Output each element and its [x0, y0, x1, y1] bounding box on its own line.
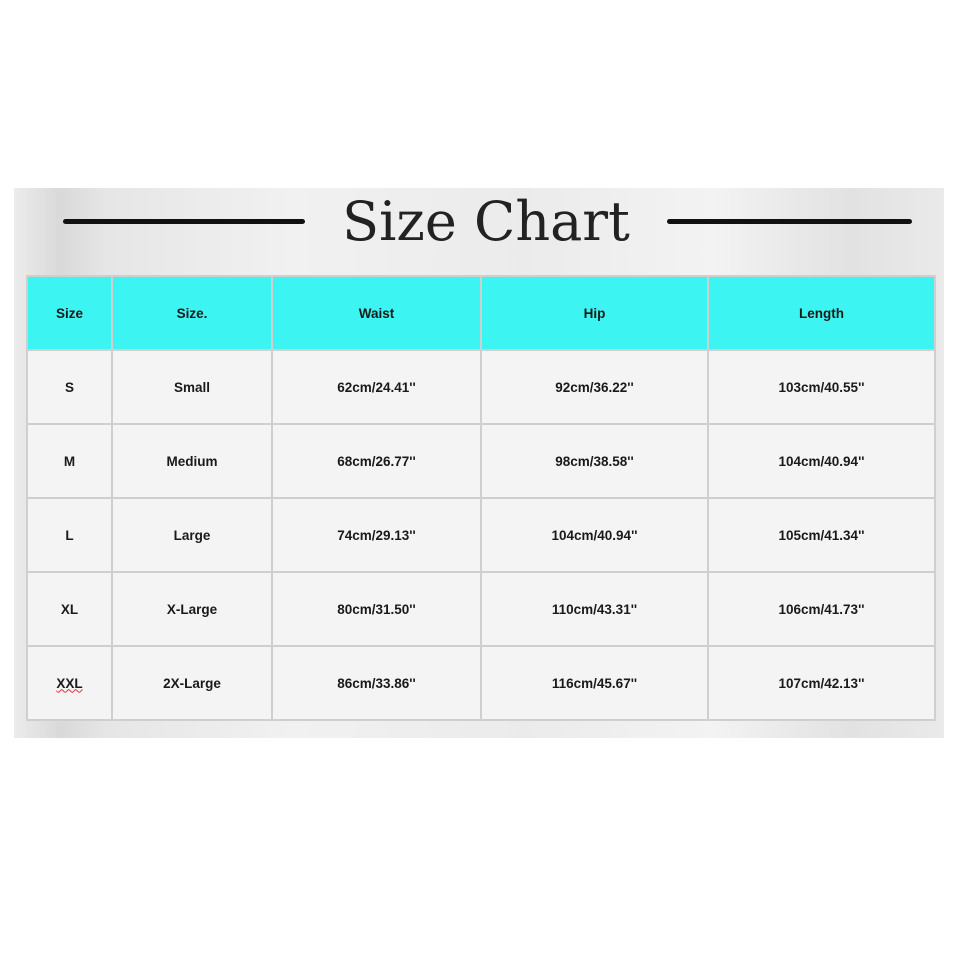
table-cell: XXL [28, 647, 111, 719]
cell-text: 104cm/40.94'' [778, 453, 865, 469]
table-cell: M [28, 425, 111, 497]
table-cell: 116cm/45.67'' [482, 647, 707, 719]
cell-text: X-Large [166, 601, 218, 617]
table-cell: 103cm/40.55'' [709, 351, 934, 423]
cell-text: XL [60, 601, 79, 617]
table-cell: X-Large [113, 573, 271, 645]
cell-text: S [64, 379, 74, 395]
cell-text: 103cm/40.55'' [778, 379, 865, 395]
cell-text: 80cm/31.50'' [337, 601, 416, 617]
cell-text: 116cm/45.67'' [551, 675, 638, 691]
cell-text: 110cm/43.31'' [551, 601, 638, 617]
column-header-size: Size. [113, 277, 271, 349]
table-cell: 80cm/31.50'' [273, 573, 480, 645]
table-cell: 104cm/40.94'' [709, 425, 934, 497]
cell-text: 74cm/29.13'' [337, 527, 416, 543]
table-cell: Medium [113, 425, 271, 497]
table-cell: 2X-Large [113, 647, 271, 719]
cell-text: 2X-Large [163, 675, 221, 691]
cell-text: Large [173, 527, 211, 543]
column-header-size: Size [28, 277, 111, 349]
column-header-hip: Hip [482, 277, 707, 349]
size-chart-table: Size Size. Waist Hip Length S Small 62cm/24.41… [26, 275, 936, 721]
table-cell: L [28, 499, 111, 571]
table-cell: 104cm/40.94'' [482, 499, 707, 571]
cell-text: 98cm/38.58'' [555, 453, 634, 469]
cell-text: Medium [166, 453, 218, 469]
title-divider-left [63, 219, 305, 224]
table-row: XL X-Large 80cm/31.50'' 110cm/43.31'' 106cm/… [28, 573, 934, 645]
cell-text: Small [173, 379, 211, 395]
table-cell: 105cm/41.34'' [709, 499, 934, 571]
cell-text: 106cm/41.73'' [778, 601, 865, 617]
table-cell: XL [28, 573, 111, 645]
cell-text: 104cm/40.94'' [551, 527, 638, 543]
column-header-length: Length [709, 277, 934, 349]
table-header-row: Size Size. Waist Hip Length [28, 277, 934, 349]
table-row: L Large 74cm/29.13'' 104cm/40.94'' 105cm/41.… [28, 499, 934, 571]
cell-text: M [63, 453, 76, 469]
table-cell: 107cm/42.13'' [709, 647, 934, 719]
table-cell: 68cm/26.77'' [273, 425, 480, 497]
cell-text: 62cm/24.41'' [337, 379, 416, 395]
table-row: M Medium 68cm/26.77'' 98cm/38.58'' 104cm/40.… [28, 425, 934, 497]
table-cell: 74cm/29.13'' [273, 499, 480, 571]
table-cell: 98cm/38.58'' [482, 425, 707, 497]
table-cell: 106cm/41.73'' [709, 573, 934, 645]
column-header-waist: Waist [273, 277, 480, 349]
cell-text: XXL [56, 675, 83, 691]
table-cell: Small [113, 351, 271, 423]
cell-text: 92cm/36.22'' [555, 379, 634, 395]
table-cell: S [28, 351, 111, 423]
cell-text: 68cm/26.77'' [337, 453, 416, 469]
table-cell: 92cm/36.22'' [482, 351, 707, 423]
cell-text: 86cm/33.86'' [337, 675, 416, 691]
title-divider-right [667, 219, 912, 224]
cell-text: L [65, 527, 74, 543]
table-cell: 86cm/33.86'' [273, 647, 480, 719]
table-row: XXL 2X-Large 86cm/33.86'' 116cm/45.67'' 107c… [28, 647, 934, 719]
table-cell: Large [113, 499, 271, 571]
cell-text: 105cm/41.34'' [778, 527, 865, 543]
table-cell: 62cm/24.41'' [273, 351, 480, 423]
table-row: S Small 62cm/24.41'' 92cm/36.22'' 103cm/40.5… [28, 351, 934, 423]
table-cell: 110cm/43.31'' [482, 573, 707, 645]
page-title: Size Chart [342, 190, 630, 253]
cell-text: 107cm/42.13'' [778, 675, 865, 691]
